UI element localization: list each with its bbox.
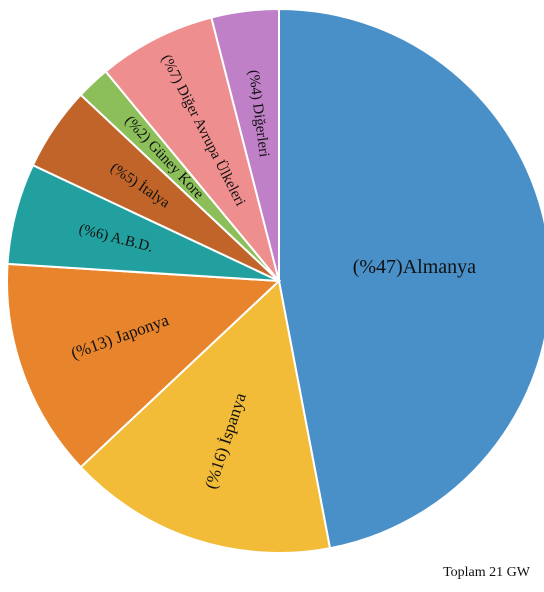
slice-label: (%47)Almanya: [353, 256, 476, 278]
pie-slice: [6, 262, 282, 469]
pie-slice: [278, 7, 544, 550]
pie-slice: [104, 16, 280, 282]
annotation: Toplam 21 GW: [443, 565, 531, 580]
pie-slice: [79, 279, 332, 554]
pie-slice: [210, 7, 280, 282]
